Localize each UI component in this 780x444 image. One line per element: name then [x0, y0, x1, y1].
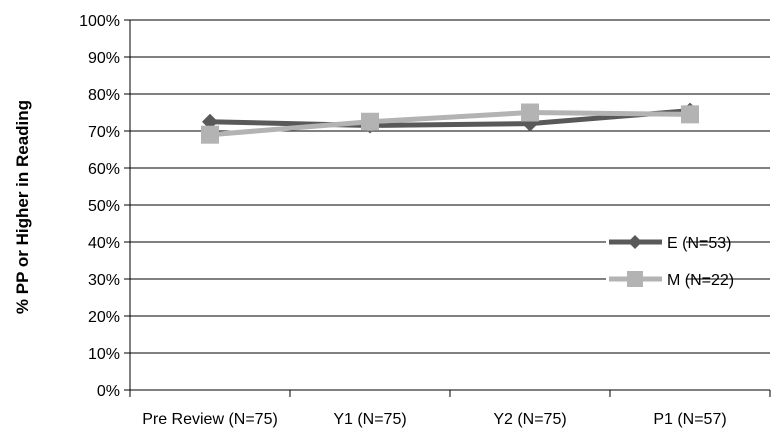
y-tick-label: 30% — [88, 272, 120, 289]
data-series — [201, 102, 699, 144]
legend-item: M (N=22) — [606, 266, 734, 292]
series-line — [209, 110, 691, 138]
y-tick-label: 10% — [88, 346, 120, 363]
y-tick-label: 70% — [88, 124, 120, 141]
y-tick-label: 40% — [88, 235, 120, 252]
data-point-marker — [201, 125, 219, 144]
legend-label: M (N=22) — [667, 272, 734, 289]
y-tick-label: 90% — [88, 50, 120, 67]
x-tick-label: Pre Review (N=75) — [142, 411, 278, 428]
x-tick-label: Y1 (N=75) — [333, 411, 406, 428]
y-tick-label: 100% — [79, 13, 120, 30]
data-point-marker — [521, 103, 539, 122]
x-tick-label: Y2 (N=75) — [493, 411, 566, 428]
series-m — [201, 103, 699, 144]
y-axis-title: % PP or Higher in Reading — [13, 100, 32, 314]
legend-label: E (N=53) — [667, 235, 731, 252]
y-tick-label: 20% — [88, 309, 120, 326]
data-point-marker — [627, 271, 643, 287]
legend-item: E (N=53) — [606, 229, 731, 255]
data-point-marker — [628, 235, 642, 249]
data-point-marker — [681, 105, 699, 124]
series-line — [209, 108, 691, 128]
gridlines — [130, 19, 770, 354]
data-point-marker — [361, 112, 379, 131]
x-tick-label: P1 (N=57) — [653, 411, 726, 428]
legend: E (N=53) M (N=22) — [606, 229, 734, 292]
axes — [124, 19, 771, 397]
y-tick-label: 0% — [97, 383, 120, 400]
y-tick-label: 50% — [88, 198, 120, 215]
y-tick-label: 60% — [88, 161, 120, 178]
tick-labels: 0% 10% 20% 30% 40% 50% 60% 70% 80% 90% 100% Pre Rev… — [79, 13, 727, 428]
y-tick-label: 80% — [88, 87, 120, 104]
